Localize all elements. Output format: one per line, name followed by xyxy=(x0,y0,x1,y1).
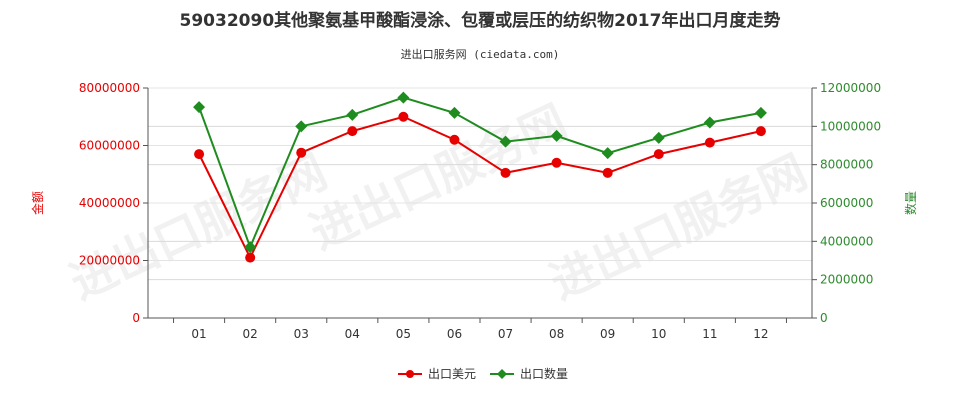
y-left-tick-label: 20000000 xyxy=(79,254,140,268)
y-right-tick-label: 4000000 xyxy=(820,234,873,248)
legend-label: 出口美元 xyxy=(428,367,476,381)
y-left-tick-label: 40000000 xyxy=(79,196,140,210)
data-point xyxy=(704,137,715,148)
x-tick-label: 09 xyxy=(600,327,615,341)
x-tick-label: 11 xyxy=(702,327,717,341)
x-tick-label: 02 xyxy=(243,327,258,341)
x-tick-label: 06 xyxy=(447,327,462,341)
data-point xyxy=(653,149,664,160)
axes: 0 20000000 40000000 60000000 80000000 0 200000… xyxy=(79,81,881,341)
legend[interactable]: 出口美元 出口数量 xyxy=(398,366,568,381)
x-tick-label: 04 xyxy=(345,327,360,341)
y-right-tick-label: 10000000 xyxy=(820,119,881,133)
legend-marker xyxy=(497,369,507,379)
data-point xyxy=(193,101,206,114)
y-left-axis-label: 金额 xyxy=(30,191,45,215)
legend-label: 出口数量 xyxy=(520,366,568,381)
data-point xyxy=(398,111,409,122)
series-layer xyxy=(193,91,767,263)
y-left-tick-label: 60000000 xyxy=(79,139,140,153)
data-point xyxy=(449,134,460,145)
data-point xyxy=(347,126,358,137)
series-line xyxy=(198,115,762,260)
x-tick-label: 03 xyxy=(294,327,309,341)
y-left-tick-label: 0 xyxy=(132,311,140,325)
legend-marker xyxy=(406,370,414,378)
data-point xyxy=(244,241,257,254)
watermark-text: 进出口服务网 xyxy=(542,144,815,310)
data-point xyxy=(551,157,562,168)
y-right-tick-label: 0 xyxy=(820,311,828,325)
x-tick-label: 12 xyxy=(753,327,768,341)
x-tick-label: 08 xyxy=(549,327,564,341)
data-point xyxy=(499,135,512,148)
data-point xyxy=(295,120,308,133)
y-right-tick-label: 8000000 xyxy=(820,158,873,172)
data-point xyxy=(500,167,511,178)
watermark-text: 进出口服务网 xyxy=(302,94,575,260)
y-right-axis-label: 数量 xyxy=(903,191,918,215)
chart-subtitle: 进出口服务网 (ciedata.com) xyxy=(401,47,560,61)
x-tick-label: 10 xyxy=(651,327,666,341)
data-point xyxy=(194,149,205,160)
x-tick-label: 05 xyxy=(396,327,411,341)
series-line xyxy=(198,96,762,250)
data-point xyxy=(703,116,716,129)
y-right-tick-label: 6000000 xyxy=(820,196,873,210)
y-right-tick-label: 12000000 xyxy=(820,81,881,95)
data-point xyxy=(397,91,410,104)
data-point xyxy=(755,126,766,137)
data-point xyxy=(550,129,563,142)
data-point xyxy=(601,147,614,160)
data-point xyxy=(448,106,461,119)
chart-title: 59032090其他聚氨基甲酸酯浸涂、包覆或层压的纺织物2017年出口月度走势 xyxy=(180,10,781,31)
data-point xyxy=(602,167,613,178)
x-tick-label: 01 xyxy=(191,327,206,341)
data-point xyxy=(652,131,665,144)
y-right-tick-label: 2000000 xyxy=(820,273,873,287)
data-point xyxy=(346,108,359,121)
y-left-tick-label: 80000000 xyxy=(79,81,140,95)
data-point xyxy=(296,147,307,158)
x-tick-label: 07 xyxy=(498,327,513,341)
data-point xyxy=(245,252,256,263)
data-point xyxy=(754,106,767,119)
